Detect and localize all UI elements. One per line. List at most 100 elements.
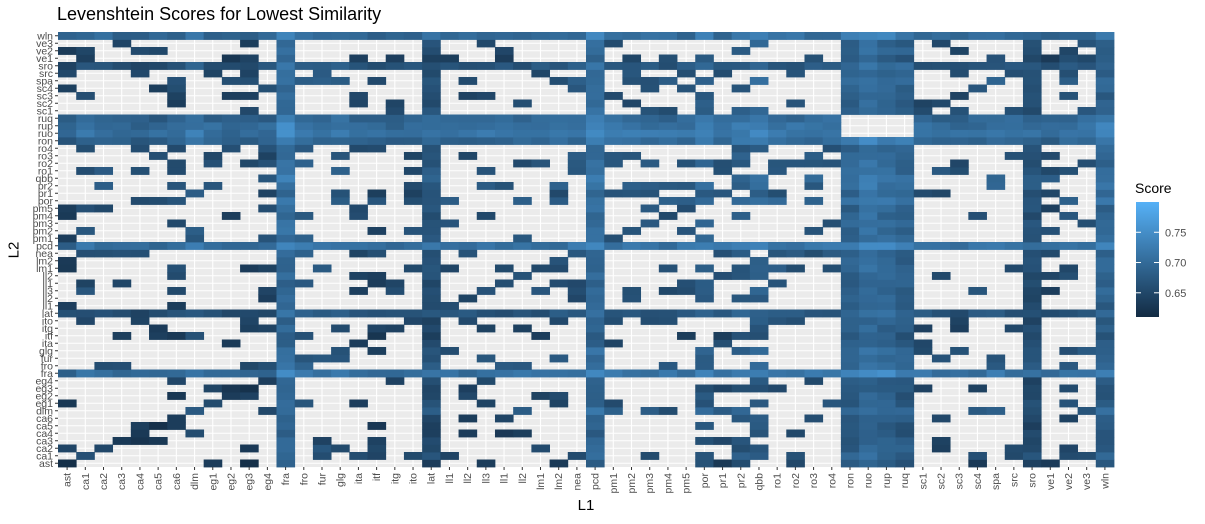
heatmap-cell-ll1-ca1 — [440, 452, 459, 460]
heatmap-cell-lm2-ast — [549, 459, 569, 468]
heatmap-cell-ruo-ca3 — [859, 437, 878, 445]
heatmap-cell-ca6-ca6 — [167, 414, 186, 423]
heatmap-cell-fra-ll1 — [276, 302, 296, 310]
heatmap-cell-pm1-sro — [604, 62, 623, 70]
heatmap-cell-eg4-ro3 — [258, 152, 277, 160]
heatmap-cell-ruo-fur — [859, 354, 878, 363]
heatmap-cell-ve2-wln — [1059, 32, 1078, 40]
x-tick-label: ve3 — [1081, 473, 1093, 490]
heatmap-cell-ro1-nea — [768, 249, 787, 258]
heatmap-cell-eg3-wln — [240, 32, 259, 40]
heatmap-cell-qbb-ve3 — [749, 39, 769, 48]
heatmap-cell-ito-lm1 — [403, 264, 423, 273]
heatmap-cell-ast-ron — [58, 137, 77, 145]
heatmap-cell-src-wln — [1004, 32, 1024, 40]
heatmap-cell-lat-ll2 — [422, 294, 441, 303]
heatmap-cell-lm2-rup — [549, 122, 569, 130]
heatmap-cell-fra-pcd — [276, 242, 296, 250]
heatmap-cell-eg4-ruq — [258, 114, 277, 123]
heatmap-cell-ca1-ve2 — [76, 47, 95, 55]
heatmap-cell-sro-por — [1022, 197, 1042, 205]
heatmap-cell-wln-lli — [1095, 279, 1115, 288]
heatmap-cell-fra-ca3 — [276, 437, 296, 445]
heatmap-cell-lm2-eg2 — [549, 392, 569, 400]
heatmap-cell-pcd-qbb — [586, 174, 605, 183]
x-tick-label: sc2 — [936, 473, 948, 490]
heatmap-cell-sc1-lat — [913, 309, 933, 318]
heatmap-cell-sc4-lat — [968, 309, 987, 318]
heatmap-cell-spa-ron — [986, 137, 1006, 145]
heatmap-cell-por-wln — [695, 32, 714, 40]
heatmap-cell-ron-lm1 — [840, 264, 860, 273]
heatmap-cell-ruo-eg1 — [859, 399, 878, 408]
heatmap-cell-sro-ca3 — [1022, 437, 1042, 445]
heatmap-cell-eg4-ll2 — [258, 294, 277, 303]
heatmap-cell-ruq-pm5 — [895, 204, 915, 213]
heatmap-cell-sro-pm4 — [1022, 212, 1042, 220]
heatmap-cell-pcd-eg4 — [586, 377, 605, 385]
heatmap-cell-lli-ca6 — [494, 414, 514, 423]
heatmap-cell-ve3-ruq — [1077, 114, 1097, 123]
heatmap-cell-ruo-sc4 — [859, 84, 878, 93]
heatmap-cell-eg2-pm4 — [221, 212, 241, 220]
heatmap-cell-ca6-ro2 — [167, 159, 186, 168]
heatmap-cell-sc3-src — [950, 69, 969, 78]
heatmap-cell-ruq-ro4 — [895, 144, 915, 153]
heatmap-cell-sc4-ll3 — [968, 287, 987, 295]
heatmap-cell-eg4-ruo — [258, 129, 277, 138]
heatmap-cell-ruo-lm1 — [859, 264, 878, 273]
heatmap-cell-lli-lm1 — [494, 264, 514, 273]
heatmap-cell-ca4-ron — [130, 137, 150, 145]
heatmap-cell-lat-ro1 — [422, 167, 441, 175]
heatmap-cell-nea-ll3 — [567, 287, 587, 295]
heatmap-cell-wln-ast — [1095, 459, 1115, 468]
heatmap-cell-wln-pr2 — [1095, 182, 1115, 190]
heatmap-cell-pm2-src — [622, 69, 642, 78]
heatmap-cell-wln-ro3 — [1095, 152, 1115, 160]
heatmap-cell-ca5-ve2 — [149, 47, 168, 55]
heatmap-cell-lli2-sro — [513, 62, 532, 70]
heatmap-cell-wln-lm2 — [1095, 257, 1115, 265]
heatmap-cell-ito-ro3 — [403, 152, 423, 160]
heatmap-cell-lat-sc1 — [422, 107, 441, 115]
heatmap-cell-eg2-eg3 — [221, 384, 241, 393]
heatmap-cell-ruq-sc3 — [895, 92, 915, 100]
heatmap-cell-por-lm1 — [695, 264, 714, 273]
heatmap-cell-sro-ron — [1022, 137, 1042, 145]
heatmap-cell-wln-ruo — [1095, 129, 1115, 138]
heatmap-cell-eg2-ve1 — [221, 54, 241, 63]
heatmap-cell-sro-ita — [1022, 339, 1042, 348]
heatmap-cell-ve3-sc1 — [1077, 107, 1097, 115]
heatmap-cell-ruq-lm1 — [895, 264, 915, 273]
heatmap-cell-ruo-pcd — [859, 242, 878, 250]
heatmap-cell-ca1-ro1 — [76, 167, 95, 175]
y-tick-label: glg — [39, 345, 53, 357]
heatmap-cell-eg3-ron — [240, 137, 259, 145]
x-axis-label: L1 — [577, 497, 595, 514]
heatmap-cell-sro-ve3 — [1022, 39, 1042, 48]
heatmap-cell-ro3-ro2 — [804, 159, 824, 168]
heatmap-cell-pm5-fra — [677, 369, 696, 378]
heatmap-cell-ca2-pr2 — [94, 182, 114, 190]
heatmap-cell-fur-fur — [312, 354, 332, 363]
heatmap-cell-ca6-fra — [167, 369, 186, 378]
heatmap-cell-fra-sc3 — [276, 92, 296, 100]
heatmap-cell-rup-ron — [877, 137, 896, 145]
heatmap-cell-ve2-fro — [1059, 362, 1078, 370]
heatmap-cell-eg4-lm1 — [258, 264, 277, 273]
heatmap-cell-pm3-ito — [640, 317, 660, 325]
heatmap-cell-fur-ca2 — [312, 444, 332, 453]
heatmap-cell-ro4-nea — [822, 249, 842, 258]
heatmap-cell-eg1-ruq — [203, 114, 223, 123]
heatmap-cell-lli-fra — [494, 369, 514, 378]
heatmap-cell-itf-glg — [367, 347, 387, 355]
heatmap-cell-ruo-ca2 — [859, 444, 878, 453]
heatmap-cell-eg1-ruo — [203, 129, 223, 138]
heatmap-cell-lat-ll1 — [422, 302, 441, 310]
heatmap-cell-ca3-ruq — [112, 114, 132, 123]
heatmap-cell-ron-sc2 — [840, 99, 860, 108]
heatmap-cell-rup-src — [877, 69, 896, 78]
heatmap-cell-pr2-ruq — [731, 114, 751, 123]
heatmap-cell-eg3-sc3 — [240, 92, 259, 100]
heatmap-cell-ve2-src — [1059, 69, 1078, 78]
